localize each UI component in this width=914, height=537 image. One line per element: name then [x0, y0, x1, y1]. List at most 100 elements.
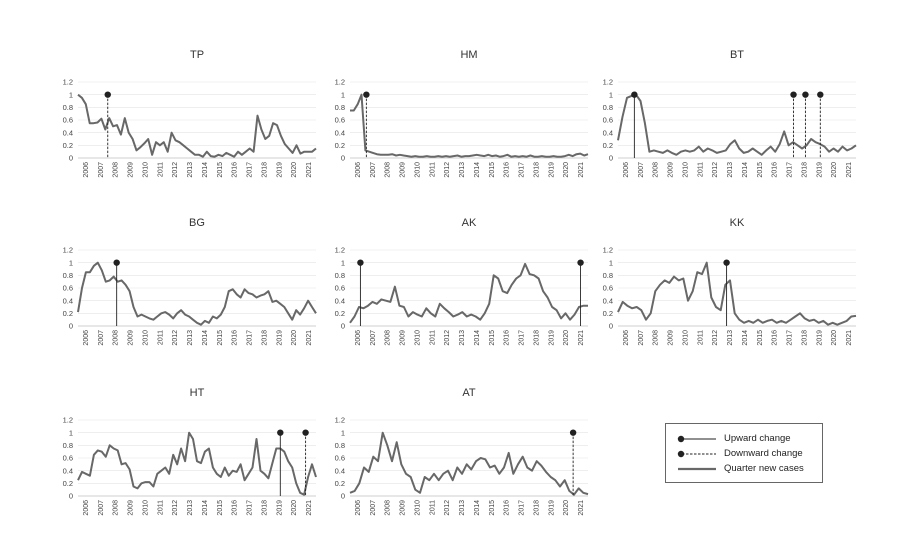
y-tick-label: 1.2 [63, 416, 73, 425]
series-line-quarter-new-cases [349, 262, 588, 324]
y-tick-label: 0.4 [63, 128, 73, 137]
x-tick-label: 2015 [217, 162, 224, 178]
x-tick-label: 2013 [727, 162, 734, 178]
legend-label-upward-change: Upward change [724, 433, 791, 444]
x-tick-label: 2013 [187, 330, 194, 346]
y-tick-label: 1.2 [335, 78, 345, 87]
chart-title: KK [730, 217, 745, 229]
chart-title: HT [190, 387, 205, 399]
y-tick-label: 1 [69, 90, 73, 99]
x-tick-label: 2017 [519, 162, 526, 178]
x-tick-label: 2006 [83, 330, 90, 346]
x-tick-label: 2019 [816, 330, 823, 346]
y-tick-label: 0.8 [63, 271, 73, 280]
y-tick-label: 1.2 [603, 246, 613, 255]
x-tick-label: 2008 [113, 162, 120, 178]
y-tick-label: 0.2 [603, 141, 613, 150]
series-line-quarter-new-cases [77, 261, 317, 326]
x-tick-label: 2019 [548, 330, 555, 346]
x-tick-label: 2006 [355, 330, 362, 346]
x-tick-label: 2017 [247, 330, 254, 346]
y-tick-label: 0.2 [335, 141, 345, 150]
x-tick-label: 2021 [846, 162, 853, 178]
x-tick-label: 2007 [370, 162, 377, 178]
x-tick-label: 2018 [261, 330, 268, 346]
x-tick-label: 2018 [801, 330, 808, 346]
x-tick-label: 2010 [414, 500, 421, 516]
x-tick-label: 2018 [533, 162, 540, 178]
x-tick-label: 2016 [232, 330, 239, 346]
x-tick-label: 2010 [682, 330, 689, 346]
y-tick-label: 0.4 [63, 296, 73, 305]
x-tick-label: 2011 [429, 330, 436, 345]
x-tick-label: 2009 [128, 162, 135, 178]
downward-change-marker [363, 91, 370, 98]
x-tick-label: 2006 [355, 162, 362, 178]
y-tick-label: 0.4 [335, 466, 345, 475]
x-tick-label: 2014 [202, 500, 209, 516]
series-line-quarter-new-cases [617, 93, 857, 156]
x-tick-label: 2019 [816, 162, 823, 178]
x-tick-label: 2007 [370, 500, 377, 516]
x-tick-label: 2016 [504, 500, 511, 516]
x-tick-label: 2008 [653, 162, 660, 178]
chart-title: BT [730, 49, 744, 61]
series-line-quarter-new-cases [349, 431, 589, 496]
y-tick-label: 0.6 [63, 116, 73, 125]
x-tick-label: 2021 [846, 330, 853, 346]
y-tick-label: 0 [609, 154, 613, 163]
upward-change-marker [277, 429, 284, 436]
x-tick-label: 2006 [623, 330, 630, 346]
x-tick-label: 2021 [306, 330, 313, 346]
upward-change-marker [357, 259, 364, 266]
x-tick-label: 2020 [831, 330, 838, 346]
x-tick-label: 2012 [172, 330, 179, 346]
x-tick-label: 2016 [504, 330, 511, 346]
downward-change-marker [790, 91, 797, 98]
upward-change-marker [113, 259, 120, 266]
y-tick-label: 0.6 [335, 284, 345, 293]
x-tick-label: 2019 [276, 330, 283, 346]
x-tick-label: 2010 [142, 162, 149, 178]
x-tick-label: 2017 [519, 500, 526, 516]
x-tick-label: 2007 [98, 162, 105, 178]
y-tick-label: 0.4 [335, 296, 345, 305]
x-tick-label: 2011 [697, 162, 704, 177]
x-tick-label: 2013 [187, 500, 194, 516]
x-tick-label: 2020 [291, 500, 298, 516]
y-tick-label: 0 [69, 322, 73, 331]
chart-bt: BT 0 0.2 0.4 0.6 0.8 1 1.2 2006 2007 2008 2009 2010 2… [603, 49, 857, 178]
x-tick-label: 2006 [83, 162, 90, 178]
chart-bg: BG 0 0.2 0.4 0.6 0.8 1 1.2 2006 2007 2008 2009 2010 2… [63, 217, 317, 346]
x-tick-label: 2009 [400, 330, 407, 346]
chart-title: HM [460, 49, 477, 61]
x-tick-label: 2017 [247, 500, 254, 516]
x-tick-label: 2009 [400, 162, 407, 178]
x-tick-label: 2015 [489, 162, 496, 178]
chart-ak: AK 0 0.2 0.4 0.6 0.8 1 1.2 2006 2007 2008 2009 2010 2… [335, 217, 588, 346]
downward-change-marker [302, 429, 309, 436]
series-line-quarter-new-cases [350, 93, 589, 158]
series-line-quarter-new-cases [77, 431, 317, 496]
x-tick-label: 2012 [444, 162, 451, 178]
y-tick-label: 1.2 [335, 246, 345, 255]
y-tick-label: 1 [69, 258, 73, 267]
x-tick-label: 2018 [801, 162, 808, 178]
x-tick-label: 2011 [429, 162, 436, 177]
y-tick-label: 0.2 [603, 309, 613, 318]
y-tick-label: 0.4 [603, 296, 613, 305]
x-tick-label: 2008 [385, 162, 392, 178]
x-tick-label: 2016 [232, 162, 239, 178]
x-tick-label: 2018 [261, 500, 268, 516]
x-tick-label: 2007 [370, 330, 377, 346]
x-tick-label: 2014 [742, 330, 749, 346]
x-tick-label: 2020 [291, 162, 298, 178]
x-tick-label: 2020 [563, 162, 570, 178]
y-tick-label: 0 [69, 154, 73, 163]
y-tick-label: 0.6 [603, 116, 613, 125]
x-tick-label: 2014 [742, 162, 749, 178]
y-tick-label: 0 [341, 492, 345, 501]
series-line-quarter-new-cases [77, 93, 317, 158]
x-tick-label: 2017 [519, 330, 526, 346]
